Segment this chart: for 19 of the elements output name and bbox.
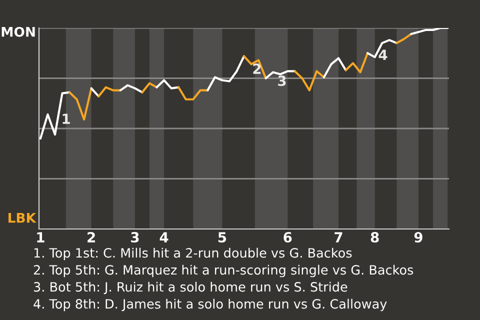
x-tick-label: 1 [37, 232, 44, 242]
text: LBK [8, 213, 36, 223]
x-tick-label: 9 [414, 232, 422, 243]
text: 2. Top 5th: G. Marquez hit a run-scoring single vs G. Backos [34, 264, 414, 278]
text: 1. Top 1st: C. Mills hit a 2-run double vs G. Backos [34, 248, 352, 260]
text: MON [2, 26, 35, 37]
annotation: 4 [378, 50, 388, 60]
annotation: 2 [253, 64, 261, 74]
x-tick-label: 5 [218, 232, 226, 243]
x-tick-label: 3 [131, 232, 139, 243]
x-tick-label: 2 [88, 232, 95, 242]
x-tick-label: 6 [284, 232, 292, 243]
annotation: 3 [278, 76, 286, 86]
x-tick-label: 7 [334, 232, 342, 242]
x-tick-label: 8 [370, 232, 379, 243]
x-tick-label: 4 [160, 232, 168, 242]
text: 4. Top 8th: D. James hit a solo home run vs G. Calloway [34, 298, 387, 312]
text: 3. Bot 5th: J. Ruiz hit a solo home run vs S. Stride [34, 282, 348, 294]
annotation: 1 [62, 114, 70, 124]
